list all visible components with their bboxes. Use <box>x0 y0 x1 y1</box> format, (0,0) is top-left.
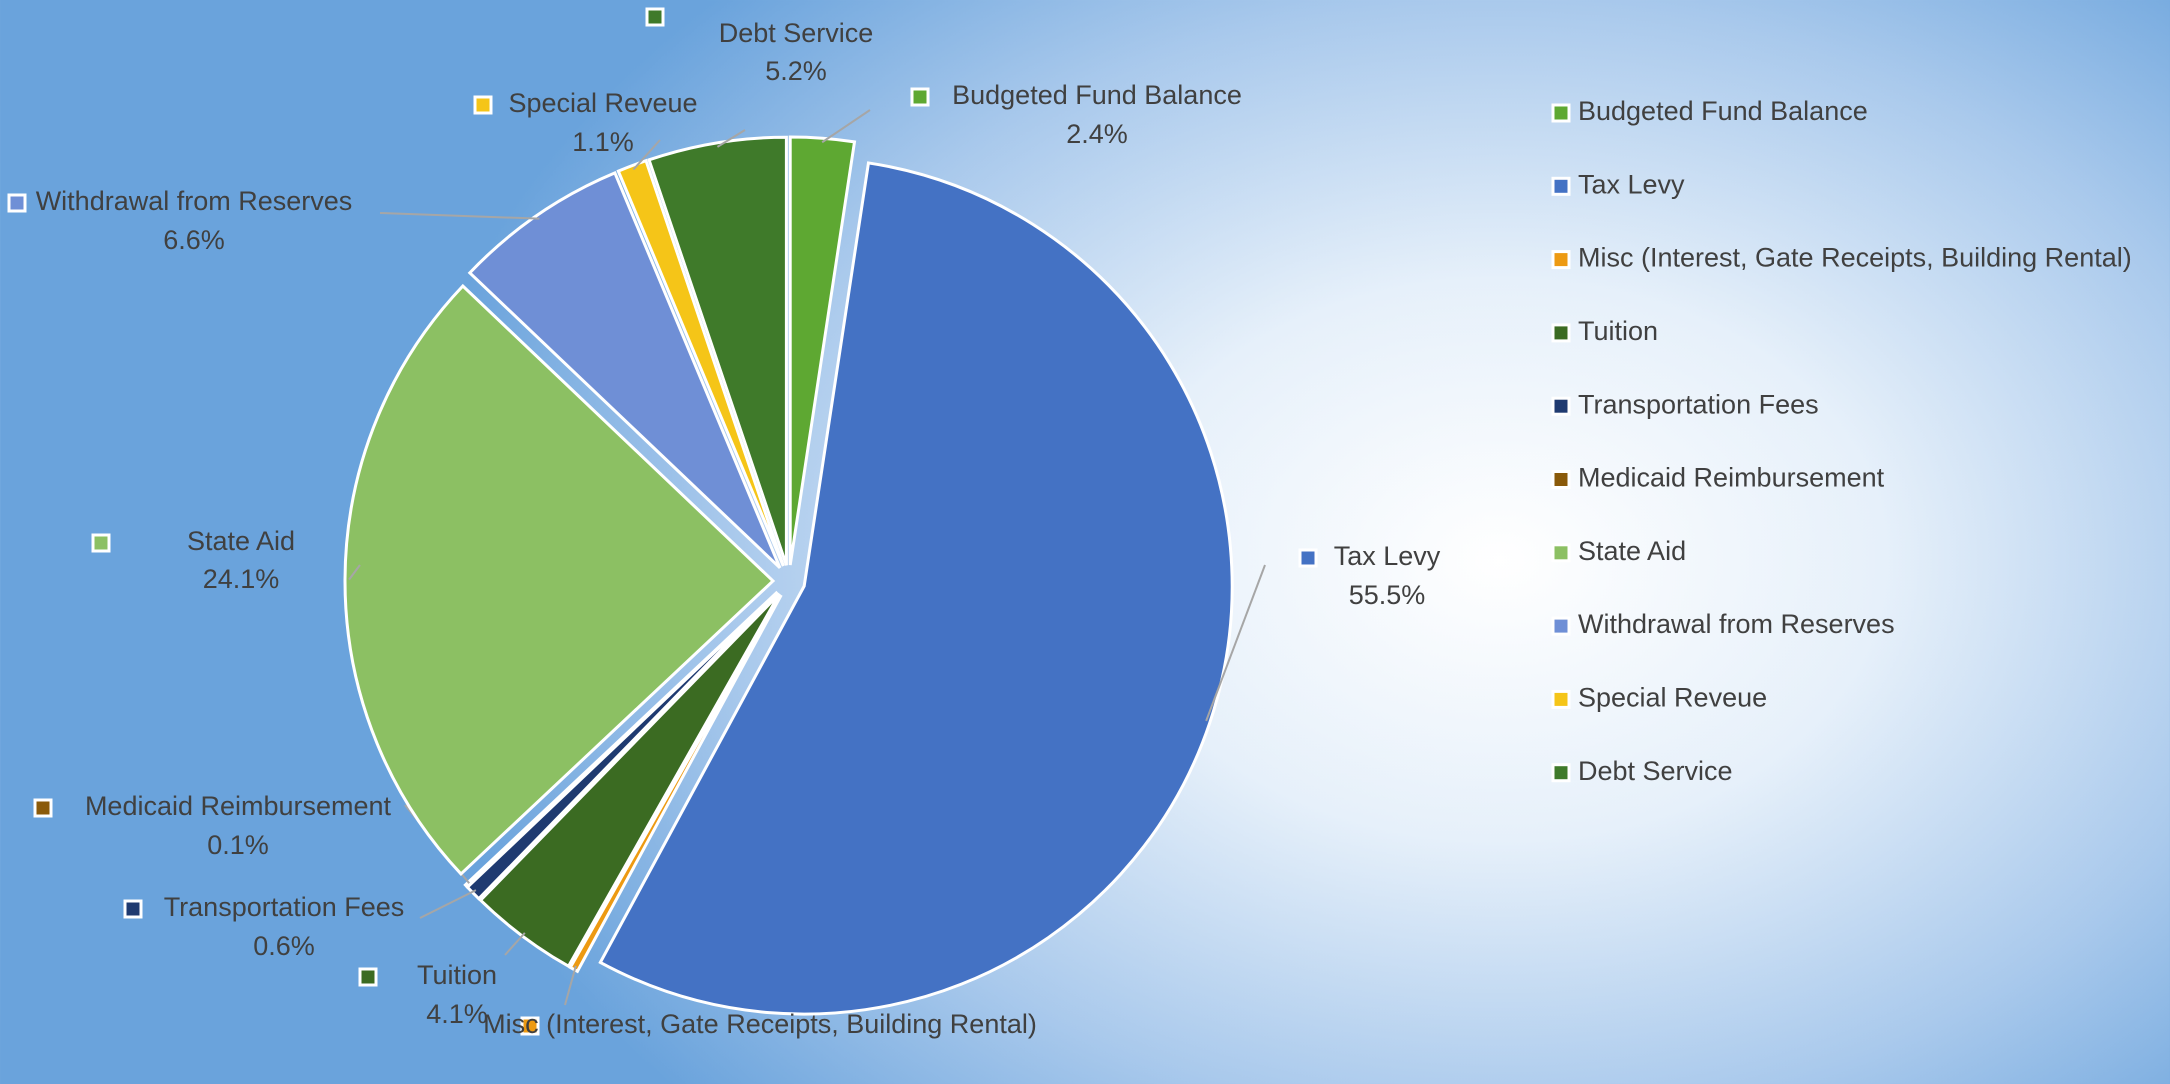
label-marker <box>7 193 27 213</box>
leader-line <box>419 889 477 919</box>
legend-marker <box>1551 250 1571 270</box>
label-marker <box>123 899 143 919</box>
data-label-name: Medicaid Reimbursement <box>85 791 392 821</box>
legend-marker <box>1551 543 1571 563</box>
data-label-name: Tuition <box>417 960 497 990</box>
leader-line <box>632 139 661 171</box>
leader-line <box>821 109 871 144</box>
label-marker <box>358 967 378 987</box>
data-label-value: 5.2% <box>765 56 827 86</box>
pie-slice <box>343 283 776 877</box>
data-label-value: 6.6% <box>163 225 225 255</box>
data-label-name: State Aid <box>187 526 295 556</box>
legend-label: Transportation Fees <box>1578 389 1819 419</box>
legend-label: Budgeted Fund Balance <box>1578 96 1868 126</box>
legend-label: Tax Levy <box>1578 169 1685 199</box>
leader-line <box>564 965 577 1006</box>
label-marker <box>1298 548 1318 568</box>
legend-label: Misc (Interest, Gate Receipts, Building … <box>1578 243 2132 273</box>
label-marker <box>33 798 53 818</box>
legend-marker <box>1551 763 1571 783</box>
legend-label: State Aid <box>1578 536 1686 566</box>
data-label-value: 0.6% <box>253 931 315 961</box>
leader-line <box>716 129 746 148</box>
label-marker <box>645 7 665 27</box>
pie-slice <box>647 135 788 566</box>
legend-label: Tuition <box>1578 316 1658 346</box>
data-label-name: Transportation Fees <box>164 892 405 922</box>
data-label-value: 0.1% <box>207 830 269 860</box>
data-label-value: 2.4% <box>1066 119 1128 149</box>
label-marker <box>473 95 493 115</box>
leader-line <box>1205 564 1266 722</box>
pie-slice <box>467 170 782 569</box>
data-label-name: Special Reveue <box>508 88 697 118</box>
data-label-value: 55.5% <box>1349 580 1426 610</box>
data-label-value: 1.1% <box>572 127 634 157</box>
data-label-name: Budgeted Fund Balance <box>952 80 1242 110</box>
label-marker <box>910 87 930 107</box>
legend-label: Withdrawal from Reserves <box>1578 609 1895 639</box>
leader-line <box>504 932 526 956</box>
legend-marker <box>1551 470 1571 489</box>
data-label-name: Tax Levy <box>1334 541 1441 571</box>
data-label-value: 24.1% <box>203 564 280 594</box>
pie-slice <box>463 590 779 890</box>
leader-line <box>348 564 361 581</box>
legend-marker <box>1551 689 1571 709</box>
legend-marker <box>1551 396 1571 416</box>
legend-marker <box>1551 176 1571 196</box>
data-label-name: Withdrawal from Reserves <box>36 186 353 216</box>
legend-label: Medicaid Reimbursement <box>1578 463 1885 493</box>
legend-marker <box>1551 616 1571 636</box>
data-label-name: Debt Service <box>719 18 874 48</box>
leader-line <box>379 212 540 220</box>
legend-label: Special Reveue <box>1578 683 1767 713</box>
pie-slice <box>788 135 857 566</box>
data-label-name: Misc (Interest, Gate Receipts, Building … <box>483 1009 1037 1039</box>
label-marker <box>91 533 111 553</box>
pie-slice <box>616 158 785 567</box>
data-label-value: 4.1% <box>426 999 488 1029</box>
legend-marker <box>1551 323 1571 343</box>
legend-marker <box>1551 103 1571 123</box>
label-marker <box>520 1016 540 1036</box>
pie-slice <box>598 161 1234 1016</box>
legend-label: Debt Service <box>1578 756 1733 786</box>
